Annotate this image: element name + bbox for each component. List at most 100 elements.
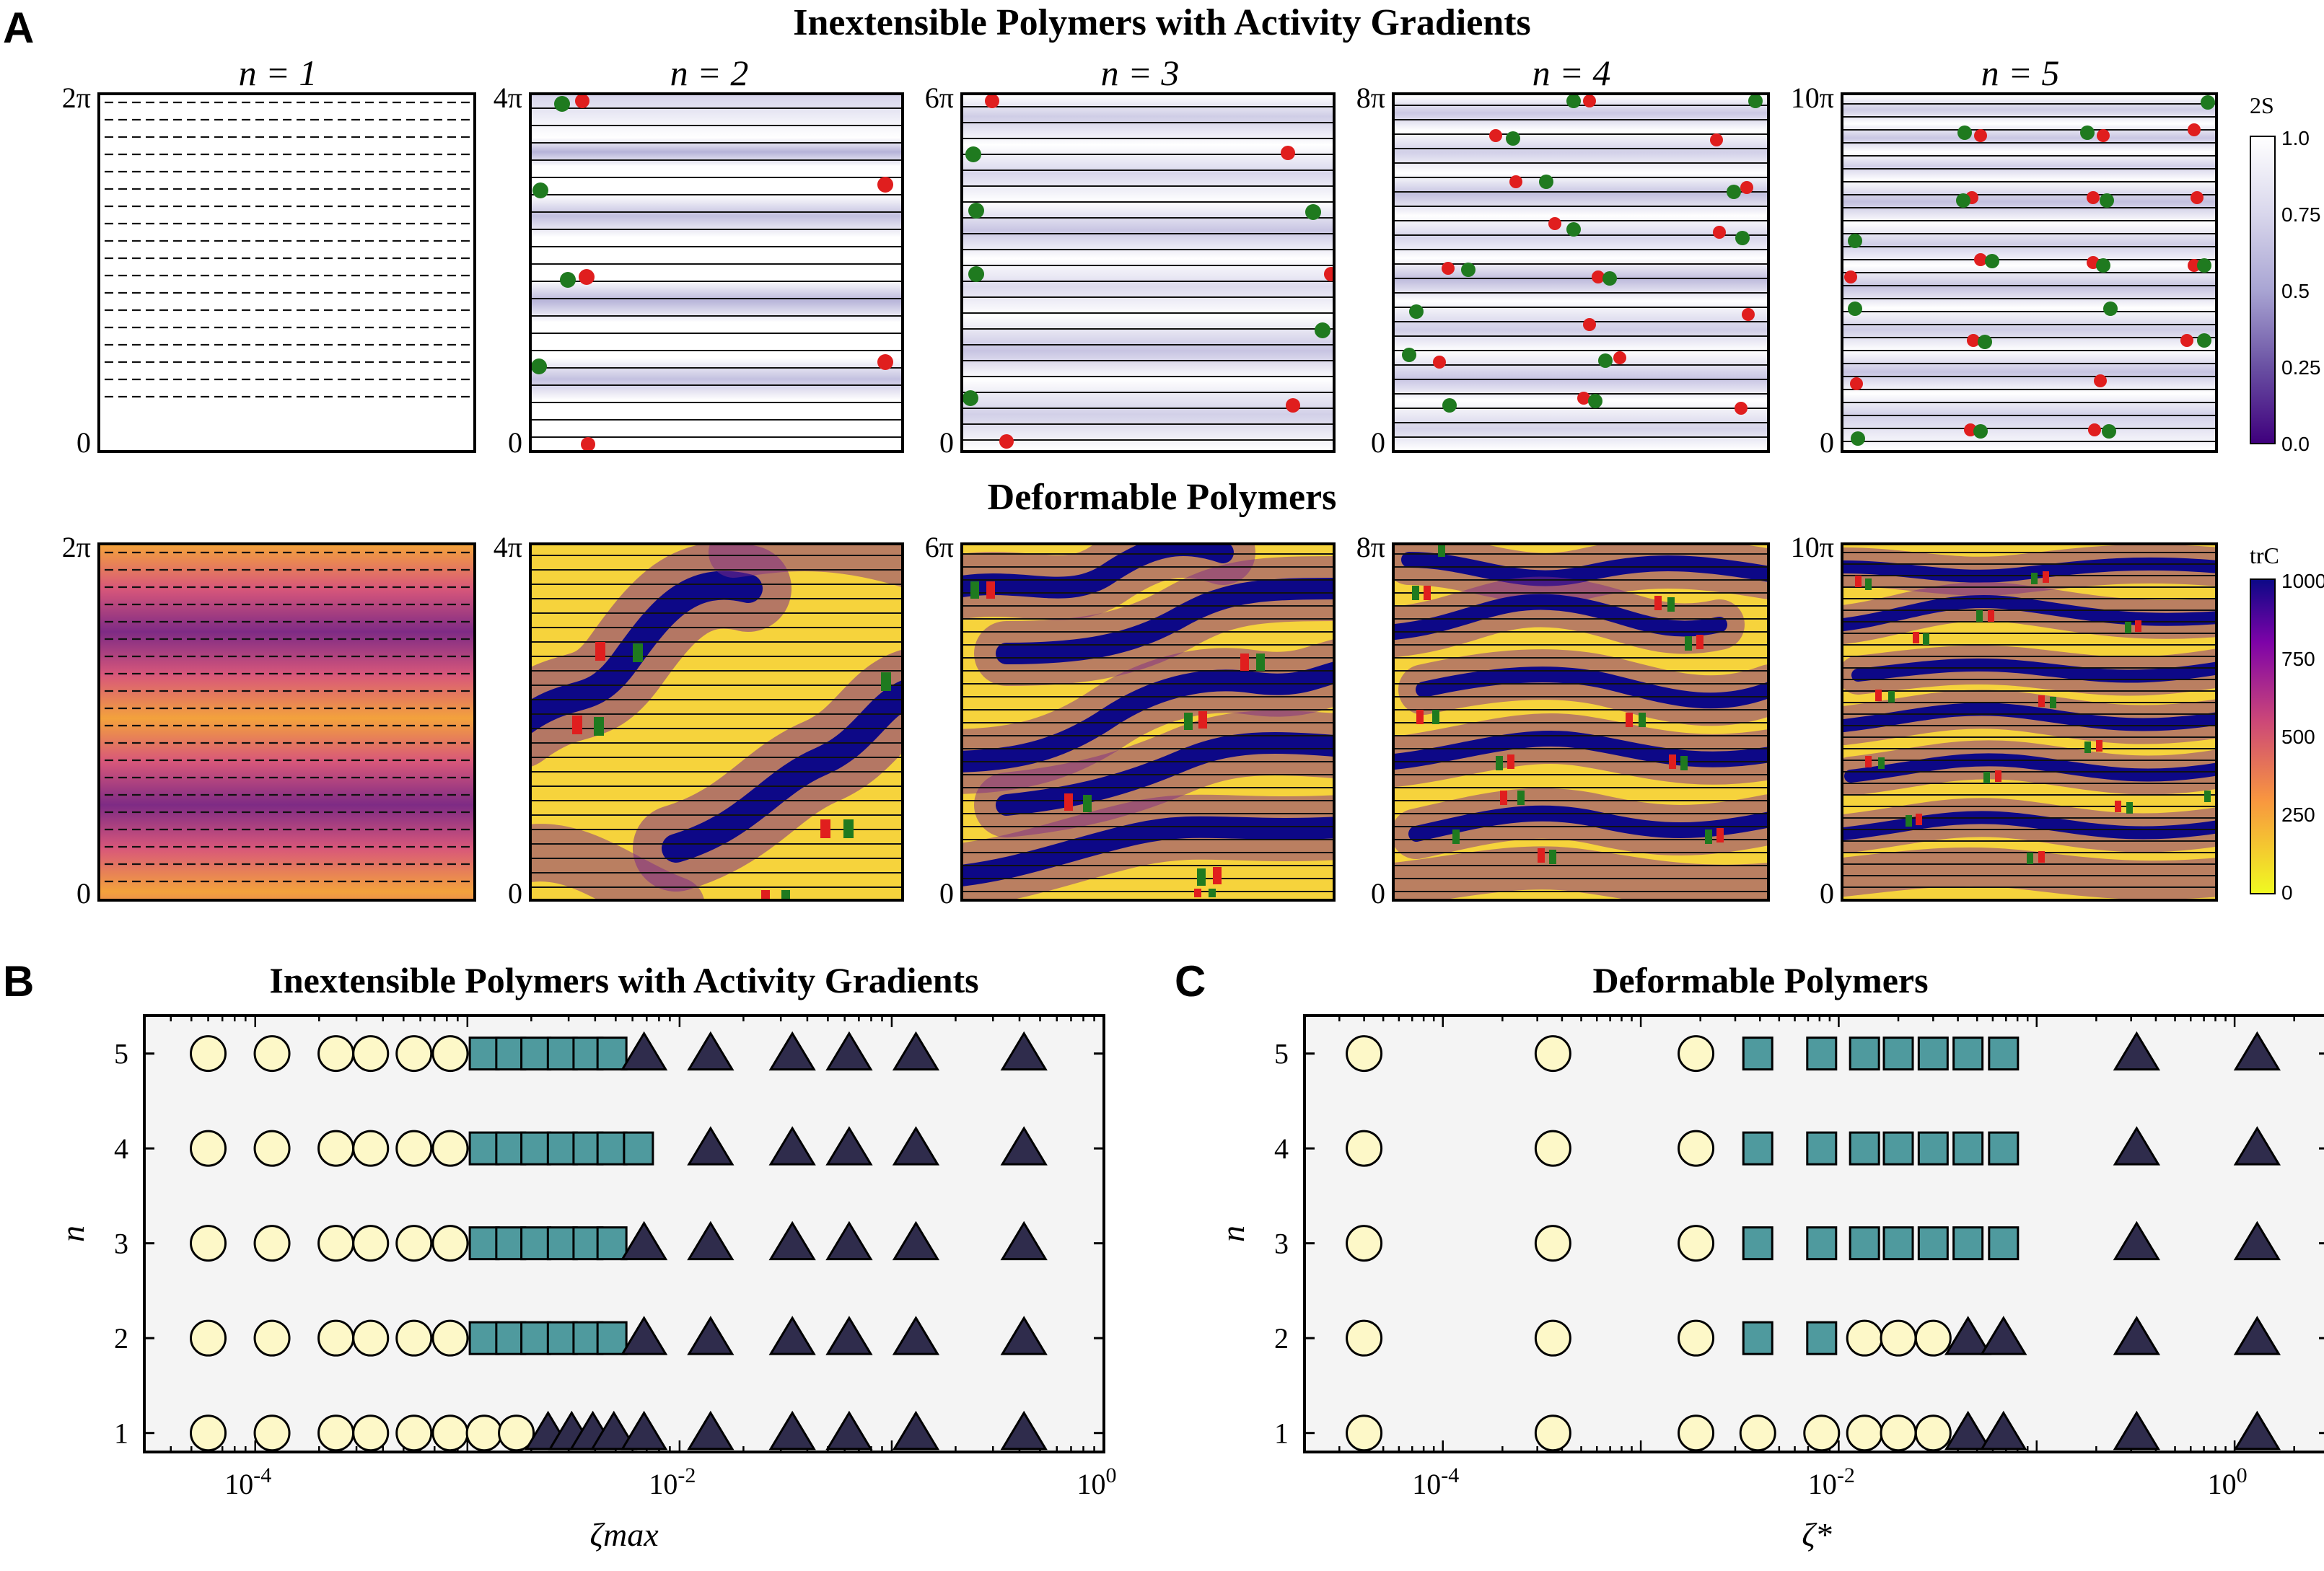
field-top-n1 [97,92,476,453]
ytick2-bottom-n3: 0 [939,877,954,910]
chart-b-title: Inextensible Polymers with Activity Grad… [269,960,979,1000]
field-top-n2 [529,92,904,453]
x-axis-label: ζ* [1802,1516,1832,1553]
field-bottom-n3 [960,542,1336,902]
marker-triangle [2233,1316,2281,1355]
marker-square [1882,1037,1914,1071]
ytick2-bottom-n5: 0 [1820,877,1834,910]
colorbar-bottom [2250,578,2276,894]
marker-circle [1346,1035,1383,1073]
marker-circle [253,1225,291,1262]
y-tick-label: 3 [114,1228,128,1260]
marker-triangle [2233,1220,2281,1261]
marker-triangle [1980,1316,2027,1355]
colorbar-bottom-tick-2: 500 [2281,726,2315,748]
marker-triangle [825,1031,873,1071]
marker-square [1917,1037,1949,1071]
marker-triangle [687,1316,735,1355]
ytick-top-n3: 6π [924,82,954,114]
marker-triangle [1000,1316,1048,1355]
chart-b: 1 2 3 4 5 10-4 10-2 100 ζmax n [54,1014,1117,1553]
ytick2-top-n1: 2π [61,531,91,563]
x-tick-label: 10-4 [224,1464,271,1500]
marker-square [1806,1037,1838,1071]
marker-circle [190,1319,227,1357]
y-axis-label: n [54,1225,91,1242]
marker-square [1917,1226,1949,1261]
ytick2-top-n4: 8π [1356,531,1385,563]
row-title-inextensible: Inextensible Polymers with Activity Grad… [793,2,1531,43]
marker-circle [1880,1414,1917,1452]
marker-triangle [687,1031,735,1071]
marker-triangle [687,1410,735,1451]
marker-triangle [1000,1410,1048,1451]
marker-triangle [1000,1220,1048,1261]
ytick-bottom-n5: 0 [1820,426,1834,459]
marker-circle [1346,1130,1383,1167]
ytick2-top-n3: 6π [924,531,954,563]
x-tick-label: 10-4 [1412,1464,1459,1500]
marker-triangle [2113,1220,2161,1261]
marker-triangle [825,1126,873,1166]
col-title-n5: n = 5 [1981,53,2060,93]
marker-triangle [687,1220,735,1261]
ytick-bottom-n2: 0 [508,426,522,459]
panel-label-b: B [3,957,35,1005]
colorbar-top-tick-4: 0.0 [2281,433,2310,455]
marker-square [1806,1226,1838,1261]
marker-square [1849,1037,1880,1071]
marker-circle [190,1035,227,1073]
marker-triangle [1944,1316,1992,1355]
director-field-bottom-n3 [963,545,1333,899]
ytick-top-n1: 2π [61,82,91,114]
marker-triangle [768,1220,816,1261]
marker-circle [1880,1319,1917,1357]
marker-circle [352,1225,390,1262]
field-bottom-n5 [1841,542,2218,902]
colorbar-bottom-tick-4: 0 [2281,881,2293,904]
marker-triangle [892,1316,940,1355]
field-top-n4 [1392,92,1770,453]
marker-square [623,1131,654,1166]
x-tick-label: 10-2 [1808,1464,1855,1500]
marker-square [520,1131,552,1166]
chart-c: 1 2 3 4 5 10-4 10-2 100 ζ* n [1214,1014,2324,1553]
marker-circle [317,1414,355,1452]
marker-square [1742,1321,1773,1355]
marker-triangle [590,1410,638,1451]
marker-circle [395,1035,433,1073]
marker-circle [253,1319,291,1357]
row-title-deformable: Deformable Polymers [987,477,1337,518]
y-axis-label: n [1214,1225,1251,1242]
colorbar-bottom-title: trC [2250,542,2279,568]
ytick-bottom-n3: 0 [939,426,954,459]
marker-square [546,1321,578,1355]
marker-triangle [2113,1410,2161,1451]
marker-square [468,1321,500,1355]
marker-square [1952,1037,1984,1071]
marker-square [1849,1226,1880,1261]
marker-square [1952,1131,1984,1166]
ytick2-bottom-n4: 0 [1371,877,1385,910]
marker-circle [1846,1319,1883,1357]
colorbar-top-tick-2: 0.5 [2281,280,2310,302]
colorbar-top-tick-0: 1.0 [2281,127,2310,149]
colorbar-top-tick-1: 0.75 [2281,203,2321,226]
marker-circle [1914,1319,1952,1357]
marker-circle [1346,1414,1383,1452]
marker-circle [395,1414,433,1452]
marker-square [596,1321,628,1355]
ytick2-bottom-n1: 0 [76,877,91,910]
director-field-bottom-n4 [1395,545,1767,899]
marker-square [1806,1131,1838,1166]
ytick-bottom-n1: 0 [76,426,91,459]
ytick2-top-n2: 4π [493,531,522,563]
marker-triangle [2113,1316,2161,1355]
colorbar-bottom-tick-1: 750 [2281,648,2315,670]
marker-circle [190,1225,227,1262]
y-tick-label: 5 [114,1038,128,1070]
colorbar-top [2250,136,2276,444]
director-field-top-n3 [963,95,1333,449]
marker-circle [1678,1035,1715,1073]
colorbar-bottom-tick-0: 1000 [2281,570,2324,592]
